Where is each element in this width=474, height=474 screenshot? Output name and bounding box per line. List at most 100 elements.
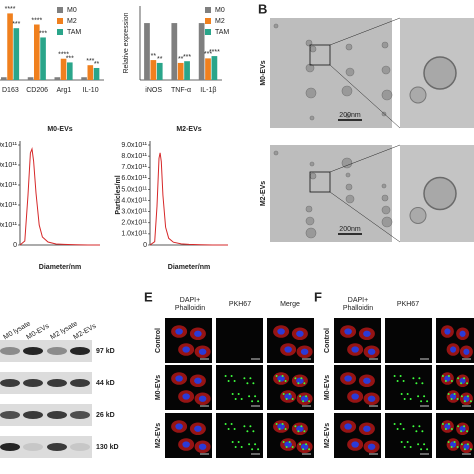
ev-signal bbox=[450, 398, 453, 400]
ev-signal bbox=[227, 380, 230, 382]
ev-signal bbox=[463, 425, 466, 428]
vesicle bbox=[341, 85, 353, 97]
ev-signal bbox=[469, 448, 472, 451]
cell-nucleus bbox=[300, 348, 309, 355]
cell-nucleus bbox=[284, 441, 292, 448]
cell-nucleus bbox=[277, 423, 285, 430]
vesicle bbox=[309, 161, 315, 167]
zoom-guide bbox=[329, 144, 401, 173]
data-line bbox=[19, 147, 100, 246]
cell-nucleus bbox=[344, 375, 352, 382]
vesicle bbox=[341, 157, 353, 169]
ev-signal bbox=[300, 425, 303, 428]
bar bbox=[171, 23, 178, 80]
legend-swatch bbox=[205, 18, 211, 24]
ev-signal bbox=[396, 428, 399, 430]
row-label: M0-EVs bbox=[155, 375, 162, 400]
ev-signal bbox=[420, 400, 423, 403]
blot-band bbox=[23, 379, 43, 387]
ev-signal bbox=[441, 423, 444, 425]
blot-band bbox=[0, 443, 20, 451]
ev-signal bbox=[447, 393, 450, 395]
ev-signal bbox=[466, 443, 469, 446]
ev-signal bbox=[453, 441, 456, 443]
legend-label: M0 bbox=[67, 7, 77, 14]
ev-signal bbox=[399, 375, 402, 377]
y-tick-label: 0 bbox=[143, 242, 147, 249]
zoom-box bbox=[309, 44, 331, 66]
ev-signal bbox=[402, 428, 405, 430]
ev-signal bbox=[423, 443, 426, 446]
blot-band bbox=[0, 411, 20, 419]
ev-signal bbox=[417, 395, 420, 398]
marker-label: 130 kD bbox=[96, 444, 119, 451]
marker-label: 97 kD bbox=[96, 348, 115, 355]
vesicle bbox=[309, 115, 315, 121]
ev-signal bbox=[294, 425, 297, 428]
vesicle bbox=[345, 194, 355, 204]
ev-signal bbox=[444, 380, 447, 382]
legend-label: TAM bbox=[215, 29, 229, 36]
blot-band bbox=[47, 379, 67, 387]
bar bbox=[205, 58, 211, 80]
micrograph bbox=[385, 318, 432, 363]
ev-signal bbox=[285, 398, 288, 400]
cell-nucleus bbox=[351, 346, 359, 353]
significance: **** bbox=[31, 17, 42, 24]
vesicle bbox=[381, 216, 393, 228]
ev-signal bbox=[231, 441, 234, 443]
x-tick-label: Arg1 bbox=[56, 87, 71, 94]
bar bbox=[184, 61, 190, 80]
ev-signal bbox=[447, 423, 450, 425]
blot-band bbox=[70, 443, 90, 451]
y-tick-label: 7.0x10¹¹ bbox=[121, 164, 147, 171]
cell-nucleus bbox=[296, 330, 304, 337]
vesicle bbox=[273, 150, 279, 156]
ev-signal bbox=[403, 446, 406, 448]
cell-nucleus bbox=[182, 393, 190, 400]
ev-signal bbox=[300, 377, 303, 380]
ev-signal bbox=[302, 400, 305, 403]
ev-signal bbox=[460, 443, 463, 446]
y-tick-label: 0 bbox=[13, 242, 17, 249]
ev-signal bbox=[456, 446, 459, 448]
ev-signal bbox=[249, 425, 252, 428]
x-axis-label: Diameter/nm bbox=[168, 264, 210, 271]
significance: *** bbox=[204, 51, 212, 58]
zoom-guide bbox=[329, 64, 401, 129]
ev-signal bbox=[409, 446, 412, 448]
significance: **** bbox=[58, 52, 69, 59]
significance: **** bbox=[209, 49, 220, 56]
ev-signal bbox=[297, 382, 300, 385]
ev-signal bbox=[252, 430, 255, 433]
y-tick-label: 1.0x10¹¹ bbox=[121, 231, 147, 238]
cell-nucleus bbox=[363, 425, 371, 432]
ev-signal bbox=[400, 393, 403, 395]
bar bbox=[156, 62, 163, 80]
blot-band bbox=[23, 347, 43, 355]
significance: *** bbox=[12, 21, 20, 28]
ev-signal bbox=[278, 428, 281, 430]
ev-signal bbox=[275, 423, 278, 425]
scale-bar-label: 200nm bbox=[339, 226, 361, 233]
ev-signal bbox=[450, 380, 453, 382]
column-header: DAPI+ bbox=[348, 297, 368, 304]
significance: **** bbox=[5, 6, 16, 13]
bar bbox=[27, 77, 34, 80]
ev-signal bbox=[418, 377, 421, 380]
y-tick-label: 8.0x10¹¹ bbox=[121, 153, 147, 160]
chart-title: M0-EVs bbox=[47, 126, 72, 133]
row-label: M0-EVs bbox=[260, 60, 267, 85]
tem-image bbox=[270, 18, 392, 128]
ev-signal bbox=[460, 395, 463, 398]
ev-signal bbox=[246, 382, 249, 385]
ev-signal bbox=[420, 448, 423, 451]
micrograph bbox=[216, 413, 263, 458]
significance: ** bbox=[157, 56, 163, 63]
ev-signal bbox=[393, 375, 396, 377]
ev-signal bbox=[406, 441, 409, 443]
y-tick-label: 5.0x10¹¹ bbox=[121, 186, 147, 193]
cell-nucleus bbox=[367, 443, 376, 450]
ev-signal bbox=[308, 448, 311, 451]
cell-nucleus bbox=[444, 328, 451, 335]
